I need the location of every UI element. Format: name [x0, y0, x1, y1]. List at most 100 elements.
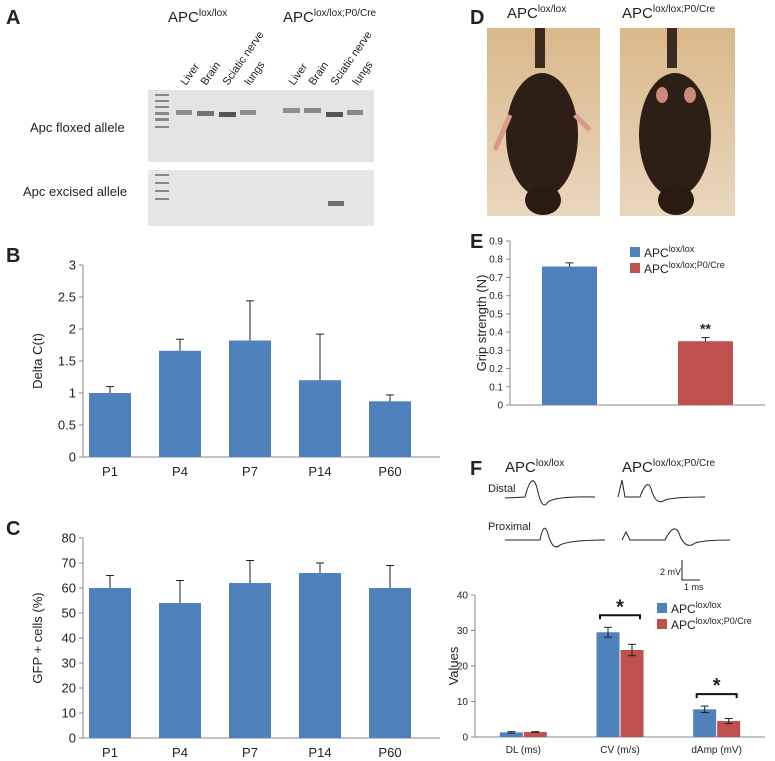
- y-tick-label: 0.9: [489, 237, 503, 248]
- x-tick-label: P14: [308, 745, 331, 760]
- bar: [678, 341, 733, 405]
- genotype-sup: lox/lox;P0/Cre: [653, 458, 716, 469]
- legend-name: APC: [644, 262, 669, 276]
- bar: [499, 732, 523, 737]
- panel-label: B: [6, 245, 20, 267]
- y-tick-label: 0: [69, 731, 76, 746]
- x-tick-label: P4: [172, 464, 188, 479]
- x-tick-label: P60: [378, 745, 401, 760]
- mouse-photo: [487, 28, 600, 216]
- panel-label: F: [470, 458, 482, 480]
- bar: [89, 588, 131, 738]
- legend-swatch: [630, 247, 640, 257]
- y-tick-label: 40: [62, 631, 76, 646]
- error-bar: [316, 333, 324, 381]
- genotype-base: APC: [283, 9, 314, 26]
- genotype-sup: lox/lox: [536, 458, 564, 469]
- genotype-base: APC: [505, 459, 536, 476]
- y-tick-label: 3: [69, 258, 76, 273]
- bar: [523, 732, 547, 737]
- bar: [369, 588, 411, 738]
- error-bar: [386, 565, 394, 588]
- error-bar: [176, 338, 184, 351]
- y-tick-label: 20: [457, 662, 469, 673]
- y-tick-label: 60: [62, 581, 76, 596]
- legend-name: APC: [671, 618, 696, 632]
- error-bar: [531, 731, 540, 733]
- error-bar: [604, 626, 612, 638]
- bar: [596, 632, 620, 737]
- significance-bracket: [695, 693, 738, 699]
- panel-label: D: [470, 7, 484, 29]
- trace-row-label: Distal: [488, 483, 516, 495]
- error-bar: [386, 394, 394, 402]
- y-tick-label: 0: [497, 401, 503, 412]
- y-tick-label: 0.3: [489, 346, 503, 357]
- error-bar: [507, 731, 516, 734]
- x-tick-label: P1: [102, 464, 118, 479]
- error-bar: [246, 560, 254, 583]
- genotype-base: APC: [622, 5, 653, 22]
- scale-label: 1 ms: [684, 582, 704, 592]
- x-tick-label: dAmp (mV): [691, 745, 742, 756]
- trace-row-label: Proximal: [488, 521, 531, 533]
- x-tick-label: P4: [172, 745, 188, 760]
- genotype-label: APClox/lox: [507, 4, 566, 22]
- annotation: **: [700, 321, 711, 337]
- error-bar: [628, 643, 636, 657]
- genotype-sup: lox/lox: [538, 4, 566, 15]
- bar: [693, 709, 717, 737]
- annotation: *: [713, 675, 721, 697]
- gel-image: [148, 90, 374, 226]
- genotype-label: APClox/lox;P0/Cre: [622, 458, 716, 476]
- y-tick-label: 2: [69, 322, 76, 337]
- gel-row-label: Apc floxed allele: [30, 120, 125, 135]
- lane-label: Brain: [307, 60, 332, 88]
- genotype-base: APC: [507, 5, 538, 22]
- y-axis-label: Grip strength (N): [474, 275, 489, 372]
- x-tick-label: P7: [242, 745, 258, 760]
- error-bar: [246, 300, 254, 341]
- bar: [299, 380, 341, 457]
- x-tick-label: P7: [242, 464, 258, 479]
- panel-label: A: [6, 7, 20, 29]
- error-bar: [565, 262, 574, 267]
- bar: [229, 340, 271, 457]
- bar: [620, 650, 644, 737]
- genotype-label: APClox/lox: [168, 8, 227, 26]
- lane-labels: Liver Brain Sciatic nerve lungs Liver Br…: [179, 29, 376, 87]
- legend-entry: APClox/lox: [644, 244, 695, 260]
- legend-entry: APClox/lox: [671, 600, 722, 616]
- legend-sup: lox/lox;P0/Cre: [669, 260, 725, 270]
- lane-label: Brain: [199, 60, 224, 88]
- x-tick-label: CV (m/s): [600, 745, 639, 756]
- y-tick-label: 0: [69, 450, 76, 465]
- legend-sup: lox/lox: [696, 600, 722, 610]
- y-axis-label: Delta C(t): [30, 333, 45, 389]
- y-tick-label: 0.5: [58, 418, 76, 433]
- panel-label: E: [470, 231, 483, 253]
- bar: [229, 583, 271, 738]
- y-tick-label: 0.6: [489, 291, 503, 302]
- legend-sup: lox/lox;P0/Cre: [696, 616, 752, 626]
- y-tick-label: 10: [457, 697, 469, 708]
- annotation: *: [616, 596, 624, 618]
- scale-label: 2 mV: [660, 567, 681, 577]
- legend-swatch: [657, 603, 667, 613]
- y-tick-label: 70: [62, 556, 76, 571]
- x-tick-label: P60: [378, 464, 401, 479]
- x-tick-label: P1: [102, 745, 118, 760]
- significance-bracket: [599, 614, 641, 620]
- legend-entry: APClox/lox;P0/Cre: [671, 616, 752, 632]
- y-tick-label: 1.5: [58, 354, 76, 369]
- bar: [299, 573, 341, 738]
- y-tick-label: 40: [457, 591, 469, 602]
- x-tick-label: DL (ms): [506, 745, 541, 756]
- bar: [89, 393, 131, 457]
- error-bar: [106, 386, 114, 393]
- y-axis-label: GFP + cells (%): [30, 592, 45, 683]
- legend-name: APC: [644, 246, 669, 260]
- bar: [159, 603, 201, 738]
- error-bar: [700, 705, 709, 714]
